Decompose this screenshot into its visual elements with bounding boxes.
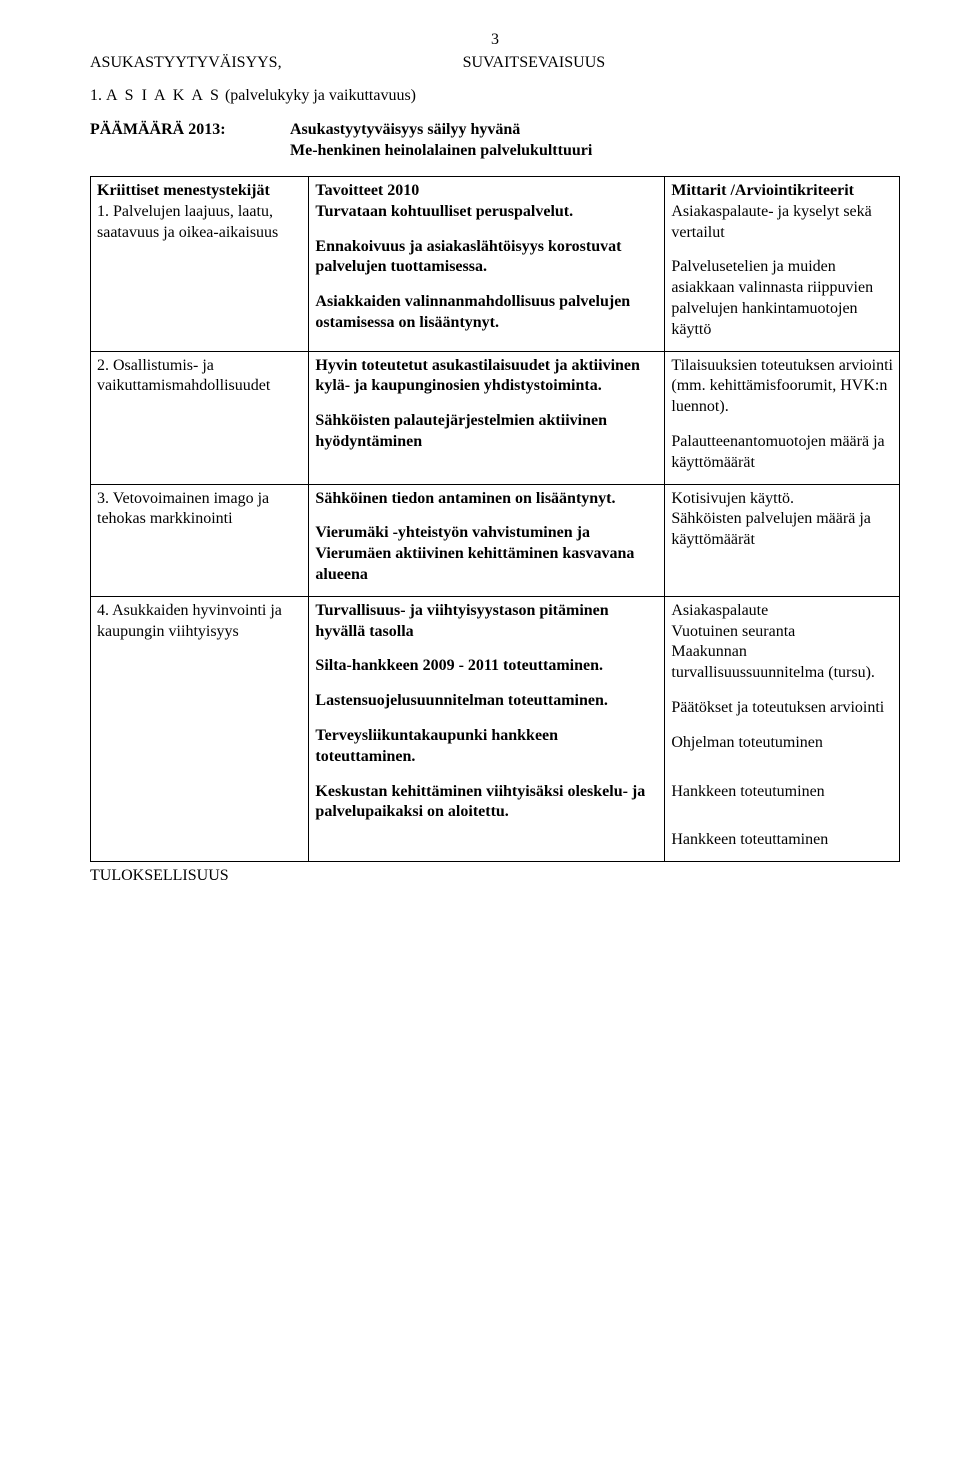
cell-text: 1. Palvelujen laajuus, laatu, saatavuus … [97, 202, 302, 244]
table-row: 4. Asukkaiden hyvinvointi ja kaupungin v… [91, 596, 900, 861]
column-heading: Kriittiset menestystekijät [97, 181, 302, 202]
page-number: 3 [90, 30, 900, 51]
cell-text: Hyvin toteutetut asukastilaisuudet ja ak… [315, 356, 658, 398]
column-heading: Tavoitteet 2010 [315, 181, 658, 202]
cell-text: Kotisivujen käyttö. [671, 489, 893, 510]
cell-text: 2. Osallistumis- ja vaikuttamismahdollis… [97, 356, 302, 398]
cell-text: Sähköisten palvelujen määrä ja käyttömää… [671, 509, 893, 551]
column-heading: Mittarit /Arviointikriteerit [671, 181, 893, 202]
criteria-table: Kriittiset menestystekijät1. Palvelujen … [90, 176, 900, 862]
section-number: 1. [90, 87, 106, 104]
cell-text: Maakunnan turvallisuussuunnitelma (tursu… [671, 642, 893, 684]
cell-text: Keskustan kehittäminen viihtyisäksi oles… [315, 782, 658, 824]
cell-text: Vierumäki -yhteistyön vahvistuminen ja V… [315, 523, 658, 585]
page-header: ASUKASTYYTYVÄISYYS, SUVAITSEVAISUUS [90, 53, 900, 74]
cell-text: Turvallisuus- ja viihtyisyystason pitämi… [315, 601, 658, 643]
section-title-rest: (palvelukyky ja vaikuttavuus) [221, 87, 416, 104]
cell-text: Lastensuojelusuunnitelman toteuttaminen. [315, 691, 658, 712]
cell-goals: Turvallisuus- ja viihtyisyystason pitämi… [309, 596, 665, 861]
cell-metrics: Tilaisuuksien toteutuksen arviointi (mm.… [665, 351, 900, 484]
goal-label: PÄÄMÄÄRÄ 2013: [90, 120, 290, 162]
cell-criteria: 4. Asukkaiden hyvinvointi ja kaupungin v… [91, 596, 309, 861]
cell-criteria: 3. Vetovoimainen imago ja tehokas markki… [91, 484, 309, 596]
cell-criteria: 2. Osallistumis- ja vaikuttamismahdollis… [91, 351, 309, 484]
table-row: Kriittiset menestystekijät1. Palvelujen … [91, 176, 900, 351]
goal-line-1: Asukastyytyväisyys säilyy hyvänä [290, 120, 592, 141]
table-row: 3. Vetovoimainen imago ja tehokas markki… [91, 484, 900, 596]
header-right: SUVAITSEVAISUUS [463, 53, 900, 74]
cell-text: Ohjelman toteutuminen [671, 733, 893, 754]
cell-metrics: Mittarit /ArviointikriteeritAsiakaspalau… [665, 176, 900, 351]
cell-text: Asiakaspalaute [671, 601, 893, 622]
cell-text: Päätökset ja toteutuksen arviointi [671, 698, 893, 719]
cell-text: Hankkeen toteutuminen [671, 782, 893, 803]
footer-label: TULOKSELLISUUS [90, 866, 900, 887]
cell-text: Sähköisten palautejärjestelmien aktiivin… [315, 411, 658, 453]
cell-goals: Sähköinen tiedon antaminen on lisääntyny… [309, 484, 665, 596]
cell-text: 4. Asukkaiden hyvinvointi ja kaupungin v… [97, 601, 302, 643]
goal-content: Asukastyytyväisyys säilyy hyvänä Me-henk… [290, 120, 592, 162]
cell-text: Palautteenantomuotojen määrä ja käyttömä… [671, 432, 893, 474]
cell-metrics: AsiakaspalauteVuotuinen seurantaMaakunna… [665, 596, 900, 861]
section-title: 1. A S I A K A S (palvelukyky ja vaikutt… [90, 86, 900, 107]
cell-text: Sähköinen tiedon antaminen on lisääntyny… [315, 489, 658, 510]
section-title-spaced: A S I A K A S [106, 87, 221, 104]
cell-text: Ennakoivuus ja asiakaslähtöisyys korostu… [315, 237, 658, 279]
cell-text: Tilaisuuksien toteutuksen arviointi (mm.… [671, 356, 893, 418]
cell-criteria: Kriittiset menestystekijät1. Palvelujen … [91, 176, 309, 351]
cell-text: Vuotuinen seuranta [671, 622, 893, 643]
cell-text: Palvelusetelien ja muiden asiakkaan vali… [671, 257, 893, 340]
goal-row: PÄÄMÄÄRÄ 2013: Asukastyytyväisyys säilyy… [90, 120, 900, 162]
cell-text: Asiakaspalaute- ja kyselyt sekä vertailu… [671, 202, 893, 244]
cell-text: 3. Vetovoimainen imago ja tehokas markki… [97, 489, 302, 531]
goal-line-2: Me-henkinen heinolalainen palvelukulttuu… [290, 141, 592, 162]
cell-text: Terveysliikuntakaupunki hankkeen toteutt… [315, 726, 658, 768]
cell-text: Asiakkaiden valinnanmahdollisuus palvelu… [315, 292, 658, 334]
cell-goals: Hyvin toteutetut asukastilaisuudet ja ak… [309, 351, 665, 484]
cell-text: Turvataan kohtuulliset peruspalvelut. [315, 202, 658, 223]
table-row: 2. Osallistumis- ja vaikuttamismahdollis… [91, 351, 900, 484]
cell-text: Hankkeen toteuttaminen [671, 830, 893, 851]
header-left: ASUKASTYYTYVÄISYYS, [90, 53, 463, 74]
cell-text: Silta-hankkeen 2009 - 2011 toteuttaminen… [315, 656, 658, 677]
cell-metrics: Kotisivujen käyttö.Sähköisten palvelujen… [665, 484, 900, 596]
cell-goals: Tavoitteet 2010Turvataan kohtuulliset pe… [309, 176, 665, 351]
